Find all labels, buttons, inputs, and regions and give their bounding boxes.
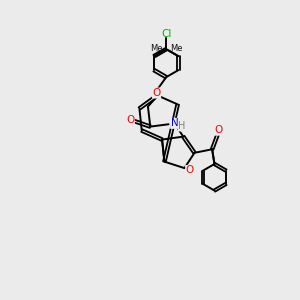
Text: Cl: Cl <box>161 28 171 38</box>
Text: Me: Me <box>150 44 162 52</box>
Text: O: O <box>214 125 222 135</box>
Text: N: N <box>171 118 178 128</box>
Text: Me: Me <box>170 44 183 52</box>
Text: O: O <box>186 166 194 176</box>
Text: O: O <box>152 88 160 98</box>
Text: O: O <box>126 115 134 125</box>
Text: H: H <box>178 121 186 131</box>
